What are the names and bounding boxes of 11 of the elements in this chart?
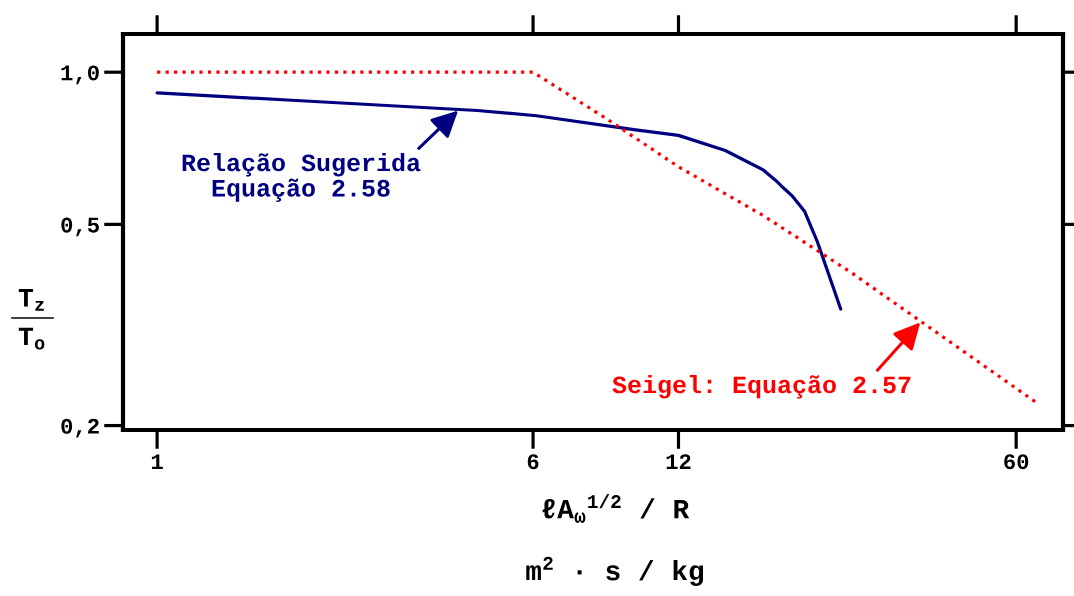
x-tick-label: 60 bbox=[1004, 454, 1029, 470]
text: ℓA$_{ω}$$^{1/2}$ / R m$^{2}$ · s / kg bbox=[526, 493, 704, 586]
y-axis-title: T$_{z}$ T$_{o}$ bbox=[18, 289, 45, 350]
y-tick-label: 1,0 bbox=[61, 65, 99, 85]
x-tick-label: 6 bbox=[527, 454, 539, 470]
x-tick-label: 1 bbox=[151, 454, 163, 470]
y-tick-label: 0,2 bbox=[61, 418, 99, 438]
y-tick-label: 0,5 bbox=[61, 217, 99, 237]
annotation: Relação Sugerida Equação 2.58 bbox=[182, 153, 421, 202]
annotation: Seigel: Equação 2.57 bbox=[612, 375, 911, 399]
x-tick-label: 12 bbox=[666, 454, 691, 470]
